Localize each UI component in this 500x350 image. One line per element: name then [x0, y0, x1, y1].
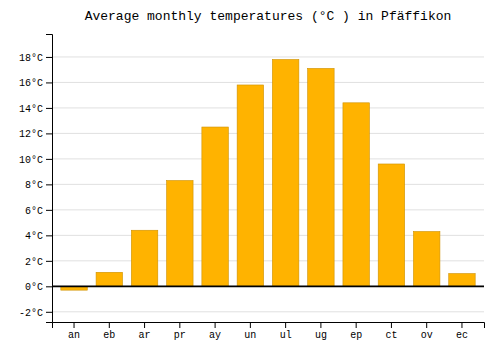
x-tick: ul [280, 322, 292, 341]
y-tick-label: 14°C [19, 104, 43, 115]
x-tick: an [68, 322, 80, 341]
y-tick: -2°C [19, 308, 52, 319]
x-tick-mark [74, 322, 75, 328]
grid-line [52, 158, 484, 159]
y-tick: 6°C [25, 206, 52, 217]
bar [413, 232, 439, 287]
x-tick-label: un [244, 330, 256, 341]
y-tick-label: 16°C [19, 78, 43, 89]
x-tick-label: ay [209, 330, 221, 341]
zero-line [52, 285, 484, 287]
grid-line [52, 209, 484, 210]
y-tick: 4°C [25, 231, 52, 242]
x-tick: ec [456, 322, 468, 341]
y-tick-mark [46, 261, 52, 262]
x-tick-label: ep [350, 330, 362, 341]
x-tick-label: ug [315, 330, 327, 341]
grid-line [52, 56, 484, 57]
y-tick-mark [46, 108, 52, 109]
x-tick-label: an [68, 330, 80, 341]
y-tick-mark [46, 82, 52, 83]
y-tick: 16°C [19, 78, 52, 89]
y-tick: 12°C [19, 129, 52, 140]
y-tick-mark [46, 133, 52, 134]
x-tick-label: eb [103, 330, 115, 341]
bar [96, 272, 122, 286]
y-axis-line [46, 35, 53, 323]
x-tick-mark [320, 322, 321, 328]
bars [52, 59, 484, 290]
y-tick-mark [46, 286, 52, 287]
y-tick-mark [46, 312, 52, 313]
x-tick-mark [215, 322, 216, 328]
y-tick-label: 8°C [25, 180, 43, 191]
y-tick: 14°C [19, 104, 52, 115]
x-axis-line [53, 323, 485, 329]
x-tick-mark [426, 322, 427, 328]
grid-line [52, 107, 484, 108]
x-tick-mark [179, 322, 180, 328]
x-tick-label: ul [280, 330, 292, 341]
bar [202, 127, 228, 286]
y-tick-mark [46, 57, 52, 58]
chart: -2°C 0°C 2°C 4°C 6°C 8°C 10°C 12°C 14°C 16°C 18°C a… [0, 0, 500, 350]
y-tick: 2°C [25, 257, 52, 268]
x-tick: eb [103, 322, 115, 341]
bar [449, 274, 475, 287]
y-tick-label: 12°C [19, 129, 43, 140]
x-tick: pr [174, 322, 186, 341]
y-tick-mark [46, 210, 52, 211]
title: Average monthly temperatures (°C ) in Pf… [85, 9, 452, 24]
grid-line [52, 133, 484, 134]
y-tick-mark [46, 159, 52, 160]
y-axis: -2°C 0°C 2°C 4°C 6°C 8°C 10°C 12°C 14°C 16°C 18°C [19, 35, 53, 323]
y-tick-label: 10°C [19, 155, 43, 166]
y-tick-mark [46, 235, 52, 236]
grid [52, 57, 484, 312]
x-tick: ep [350, 322, 362, 341]
x-tick-label: ov [421, 330, 433, 341]
y-tick: 8°C [25, 180, 52, 191]
x-tick-mark [391, 322, 392, 328]
y-tick-label: 6°C [25, 206, 43, 217]
x-tick: ar [139, 322, 151, 341]
x-tick-mark [285, 322, 286, 328]
x-tick-label: ar [139, 330, 151, 341]
y-tick: 0°C [25, 282, 52, 293]
x-tick-mark [250, 322, 251, 328]
y-tick-label: 4°C [25, 231, 43, 242]
bar [167, 181, 193, 287]
bar [272, 59, 298, 286]
grid-line [52, 184, 484, 185]
bar [308, 68, 334, 286]
y-tick-label: -2°C [19, 308, 43, 319]
bar [378, 164, 404, 286]
x-tick: un [244, 322, 256, 341]
bar [237, 85, 263, 286]
x-tick-label: ec [456, 330, 468, 341]
y-tick-label: 2°C [25, 257, 43, 268]
x-tick-mark [356, 322, 357, 328]
y-tick-mark [46, 184, 52, 185]
x-tick-mark [109, 322, 110, 328]
bar [343, 103, 369, 287]
x-axis: an eb ar pr ay un ul ug ep ct ov ec [53, 322, 485, 341]
x-tick: ov [421, 322, 433, 341]
plot: -2°C 0°C 2°C 4°C 6°C 8°C 10°C 12°C 14°C 16°C 18°C a… [19, 35, 485, 342]
x-tick: ay [209, 322, 221, 341]
x-tick-mark [144, 322, 145, 328]
y-tick: 10°C [19, 155, 52, 166]
x-tick-label: pr [174, 330, 186, 341]
y-tick-label: 18°C [19, 53, 43, 64]
y-tick-label: 0°C [25, 282, 43, 293]
grid-line [52, 286, 484, 287]
grid-line [52, 311, 484, 312]
grid-line [52, 82, 484, 83]
bar [131, 230, 157, 286]
x-tick-mark [461, 322, 462, 328]
x-tick: ct [385, 322, 397, 341]
x-tick: ug [315, 322, 327, 341]
x-tick-label: ct [385, 330, 397, 341]
y-tick: 18°C [19, 53, 52, 64]
